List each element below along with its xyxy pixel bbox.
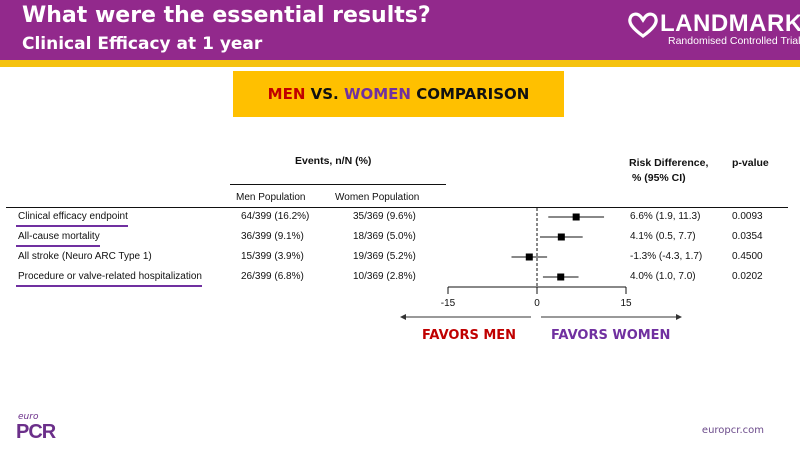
logo-name: LANDMARK — [660, 10, 800, 37]
banner-vs: VS. — [305, 85, 344, 103]
heart-icon — [628, 12, 658, 38]
row-men-value: 36/399 (9.1%) — [241, 231, 304, 242]
logo-tagline: Randomised Controlled Trial — [668, 35, 800, 47]
row-risk-difference: 6.6% (1.9, 11.3) — [630, 211, 701, 222]
row-p-value: 0.0202 — [732, 271, 763, 282]
page-title: What were the essential results? — [22, 3, 431, 28]
row-label: Procedure or valve-related hospitalizati… — [18, 271, 202, 282]
row-label-underline — [16, 245, 100, 247]
col-rd-header-2: % (95% CI) — [632, 172, 686, 184]
row-women-value: 10/369 (2.8%) — [353, 271, 416, 282]
point-estimate — [572, 213, 580, 221]
header-bar: What were the essential results? Clinica… — [0, 0, 800, 60]
header-stripe — [0, 60, 800, 67]
banner-men: MEN — [267, 85, 306, 103]
col-women-header: Women Population — [335, 192, 420, 203]
site-url: europcr.com — [701, 425, 764, 436]
favors-men-label: FAVORS MEN — [422, 328, 517, 343]
favors-women-label: FAVORS WOMEN — [551, 328, 671, 343]
x-tick-label: 15 — [620, 298, 632, 309]
point-estimate — [557, 233, 565, 241]
row-women-value: 18/369 (5.0%) — [353, 231, 416, 242]
row-label-underline — [16, 225, 128, 227]
events-header: Events, n/N (%) — [295, 155, 372, 167]
row-women-value: 19/369 (5.2%) — [353, 251, 416, 262]
logo-pcr: PCR — [16, 421, 56, 443]
x-tick-label: 0 — [534, 298, 540, 309]
arrow-left-head — [400, 314, 406, 320]
table-header-rule — [6, 207, 788, 208]
row-label-underline — [16, 285, 202, 287]
arrow-right-head — [676, 314, 682, 320]
logo-euro: euro — [18, 412, 39, 422]
page-subtitle: Clinical Efficacy at 1 year — [22, 34, 263, 54]
x-tick-label: -15 — [441, 298, 456, 309]
row-risk-difference: -1.3% (-4.3, 1.7) — [630, 251, 703, 262]
row-men-value: 26/399 (6.8%) — [241, 271, 304, 282]
events-header-rule — [230, 184, 446, 185]
row-p-value: 0.4500 — [732, 251, 763, 262]
col-men-header: Men Population — [236, 192, 306, 203]
forest-plot: -15 0 15 — [400, 208, 682, 320]
landmark-logo: LANDMARK Randomised Controlled Trial — [628, 10, 800, 54]
banner-women: WOMEN — [343, 85, 411, 103]
banner-comparison: COMPARISON — [410, 85, 530, 103]
comparison-banner: MEN VS. WOMEN COMPARISON — [233, 71, 564, 117]
row-risk-difference: 4.0% (1.0, 7.0) — [630, 271, 696, 282]
row-label: All stroke (Neuro ARC Type 1) — [18, 251, 152, 262]
col-p-header: p-value — [732, 157, 769, 169]
point-estimate — [525, 253, 533, 261]
row-p-value: 0.0354 — [732, 231, 763, 242]
row-men-value: 15/399 (3.9%) — [241, 251, 304, 262]
row-label: All-cause mortality — [18, 231, 100, 242]
row-p-value: 0.0093 — [732, 211, 763, 222]
row-men-value: 64/399 (16.2%) — [241, 211, 310, 222]
point-estimate — [557, 273, 565, 281]
row-label: Clinical efficacy endpoint — [18, 211, 128, 222]
row-women-value: 35/369 (9.6%) — [353, 211, 416, 222]
row-risk-difference: 4.1% (0.5, 7.7) — [630, 231, 696, 242]
col-rd-header: Risk Difference, — [629, 157, 709, 169]
